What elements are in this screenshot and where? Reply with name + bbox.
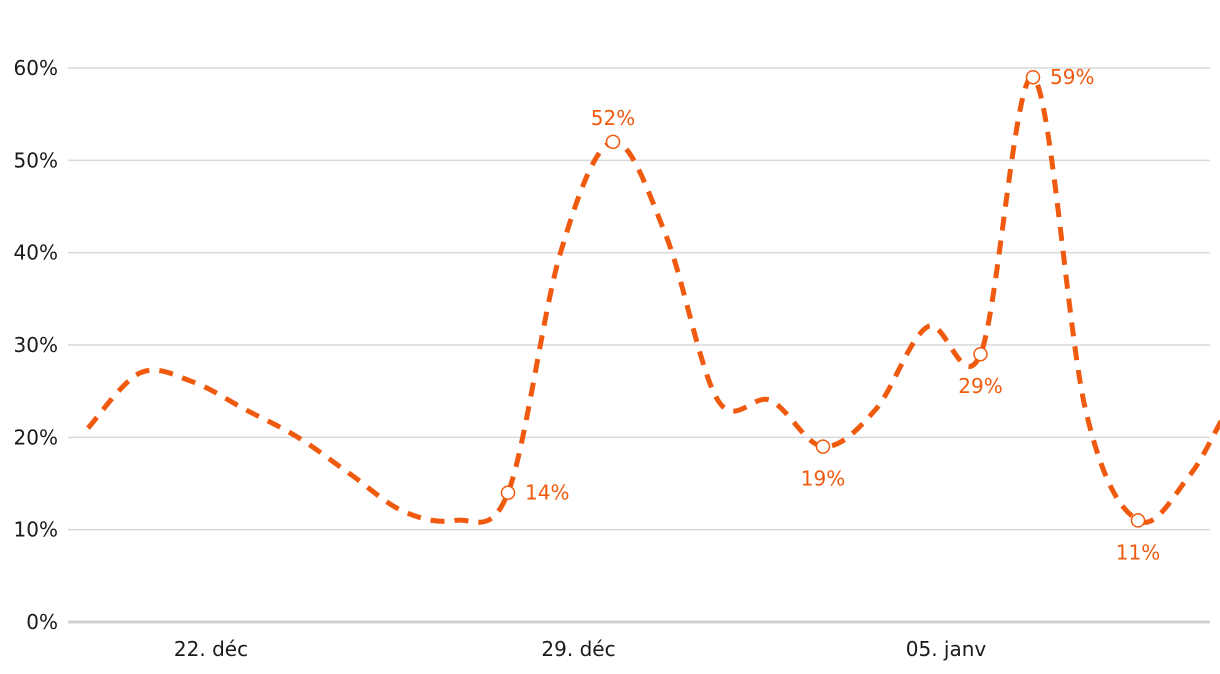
y-tick-label: 0%: [26, 610, 58, 634]
data-label: 11%: [1116, 540, 1160, 564]
x-tick-label: 05. janv: [906, 637, 987, 661]
data-point-marker: [973, 346, 988, 362]
grid-lines: [68, 67, 1210, 624]
data-label: 14%: [525, 481, 569, 505]
y-tick-label: 60%: [14, 56, 58, 80]
data-point-marker: [815, 439, 831, 454]
x-tick-label: 29. déc: [541, 637, 615, 661]
data-label: 52%: [591, 106, 635, 130]
data-label: 19%: [801, 467, 845, 491]
y-tick-label: 30%: [14, 333, 58, 357]
data-point-marker: [500, 485, 516, 500]
y-axis: 0% 10% 20% 30% 40% 50% 60%: [14, 56, 58, 634]
data-labels: 14% 52% 19% 29% 59% 11%: [525, 65, 1160, 564]
data-point-marker: [1130, 513, 1146, 528]
data-point-marker: [1025, 69, 1041, 85]
x-tick-label: 22. déc: [174, 637, 248, 661]
y-tick-label: 20%: [14, 425, 58, 449]
y-tick-label: 10%: [14, 518, 58, 542]
y-tick-label: 40%: [14, 241, 58, 265]
data-label: 59%: [1050, 65, 1094, 89]
data-point-marker: [605, 134, 621, 150]
data-label: 29%: [958, 374, 1002, 398]
x-axis: 22. déc 29. déc 05. janv: [174, 637, 986, 661]
series-group: [86, 74, 1220, 525]
y-tick-label: 50%: [14, 148, 58, 172]
data-markers: [500, 69, 1146, 528]
series-line: [86, 74, 1220, 525]
